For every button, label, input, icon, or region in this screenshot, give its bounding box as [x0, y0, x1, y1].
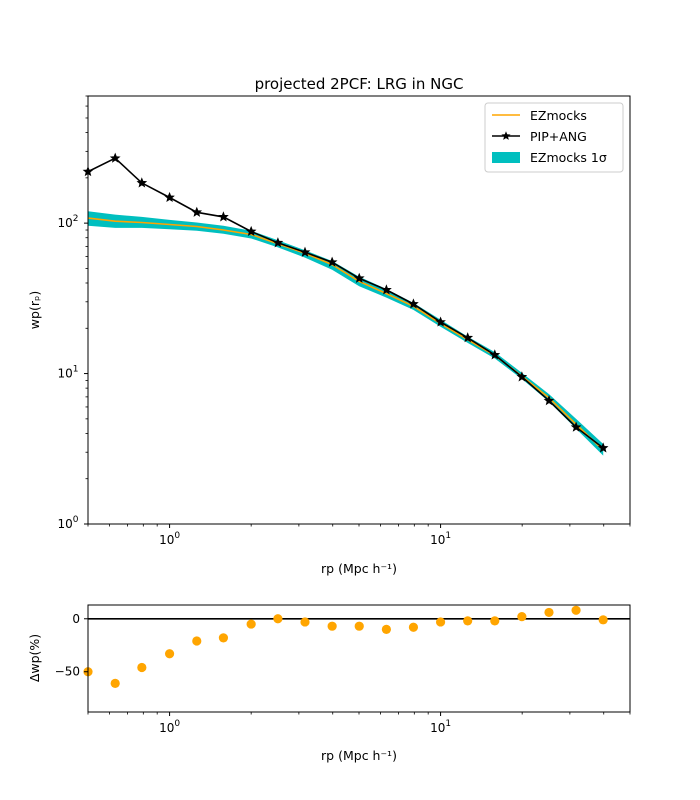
pip-ang-point	[462, 332, 474, 343]
residual-point	[517, 612, 527, 622]
pip-ang-point	[489, 349, 501, 360]
pip-ang-point	[245, 225, 257, 237]
legend-swatch-ezmocks-1sigma	[492, 152, 520, 163]
residual-y-axis-label: Δwp(%)	[27, 634, 42, 682]
pip-ang-point	[272, 237, 284, 248]
residual-point	[192, 636, 202, 646]
pip-ang-point	[299, 246, 311, 257]
pip-ang-point	[570, 421, 582, 432]
legend-label-ezmocks-1sigma: EZmocks 1σ	[530, 150, 607, 165]
x-tick-label: 100	[159, 531, 180, 547]
pip-ang-markers-layer	[82, 152, 609, 453]
pip-ang-point	[381, 284, 392, 295]
y-tick-label: 102	[57, 214, 78, 230]
residual-point	[273, 614, 283, 624]
pip-ang-point	[326, 256, 338, 267]
x-tick-label: 101	[430, 719, 451, 735]
x-tick-label: 100	[159, 719, 180, 735]
residual-point	[137, 662, 147, 673]
main-x-axis-label: rp (Mpc h⁻¹)	[321, 561, 397, 576]
pip-ang-point	[353, 272, 365, 283]
pip-ang-point	[164, 191, 175, 203]
x-tick-label: 101	[430, 531, 451, 547]
residual-point	[300, 617, 310, 627]
residual-point	[110, 678, 120, 688]
main-x-ticks: 100 101	[87, 524, 631, 547]
pip-ang-line	[88, 157, 604, 449]
series-lines-layer	[88, 157, 604, 451]
residual-point	[381, 624, 391, 634]
residual-point	[598, 615, 608, 625]
pip-ang-point	[543, 395, 555, 406]
residual-point	[246, 619, 256, 629]
residual-x-ticks: 100 101	[87, 712, 631, 735]
residual-point	[408, 622, 419, 632]
legend-star-pip-ang	[501, 131, 511, 140]
pip-ang-point	[218, 211, 229, 222]
residual-point	[463, 616, 473, 626]
y-tick-label: −50	[55, 665, 80, 679]
residual-y-ticks: 0 −50	[55, 612, 88, 679]
residual-point	[490, 616, 500, 626]
pip-ang-point	[136, 177, 148, 188]
residual-points-layer	[83, 605, 608, 688]
legend: EZmocks PIP+ANG EZmocks 1σ	[484, 102, 624, 173]
y-tick-label: 100	[57, 515, 78, 531]
residual-point	[435, 617, 446, 627]
pip-ang-point	[435, 316, 446, 327]
residual-point	[327, 621, 337, 631]
main-plot-title: projected 2PCF: LRG in NGC	[255, 75, 464, 93]
main-y-axis-label: wp(rₚ)	[27, 291, 42, 329]
residual-point	[354, 621, 364, 631]
pip-ang-point	[516, 371, 528, 382]
main-plot: projected 2PCF: LRG in NGC 100 101 100 101…	[27, 75, 631, 576]
legend-label-pip-ang: PIP+ANG	[530, 129, 587, 144]
residual-point	[164, 649, 175, 659]
y-tick-label: 101	[57, 365, 78, 381]
pip-ang-point	[191, 206, 203, 217]
residual-point	[544, 607, 554, 618]
y-tick-label: 0	[72, 612, 80, 626]
pip-ang-point	[408, 298, 419, 309]
residual-point	[571, 605, 581, 615]
pip-ang-point	[597, 442, 609, 453]
residual-x-axis-label: rp (Mpc h⁻¹)	[321, 748, 397, 763]
legend-label-ezmocks: EZmocks	[530, 108, 587, 123]
main-y-ticks: 100 101 102	[57, 95, 88, 531]
residual-point	[218, 633, 229, 643]
residual-plot: 100 101 0 −50 rp (Mpc h⁻¹) Δwp(%)	[27, 604, 631, 763]
pip-ang-point	[109, 152, 121, 163]
